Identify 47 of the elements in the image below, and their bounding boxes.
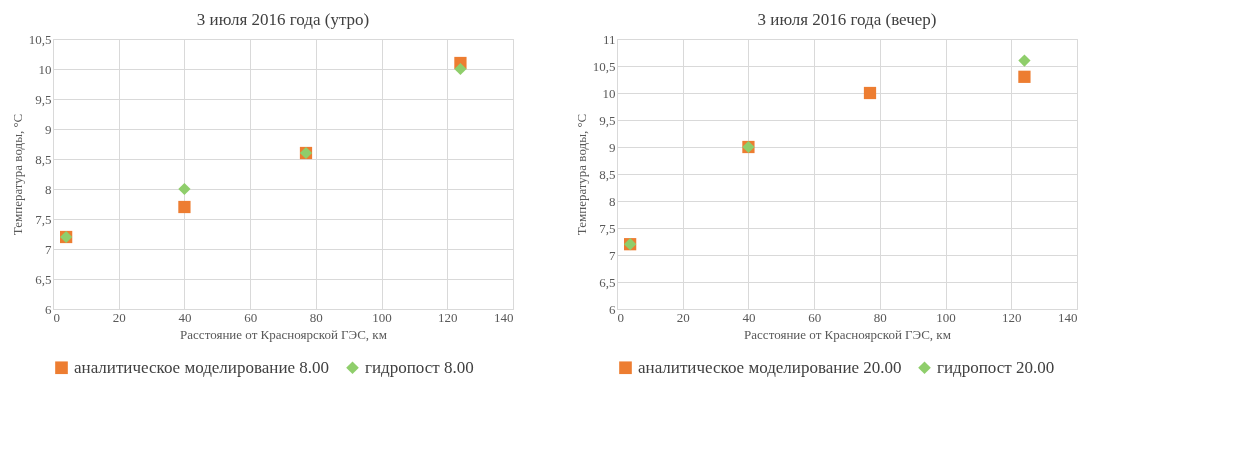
x-tick-label: 140 xyxy=(494,309,514,325)
y-tick-label: 10 xyxy=(602,85,616,101)
y-tick-label: 11 xyxy=(602,31,616,47)
legend-label: гидропост 20.00 xyxy=(937,357,1055,377)
y-axis-title: Температура воды, °С xyxy=(573,113,589,236)
x-tick-label: 40 xyxy=(742,309,756,325)
x-tick-label: 120 xyxy=(438,309,458,325)
y-tick-label: 10,5 xyxy=(28,31,52,47)
y-tick-label: 6,5 xyxy=(599,274,616,290)
y-tick-label: 8 xyxy=(45,181,52,197)
chart-title: 3 июля 2016 года (вечер) xyxy=(757,10,937,29)
y-tick-label: 10,5 xyxy=(592,58,616,74)
chart-title: 3 июля 2016 года (утро) xyxy=(196,10,370,29)
y-tick-label: 7,5 xyxy=(35,211,52,227)
y-tick-label: 9,5 xyxy=(35,91,52,107)
x-tick-label: 100 xyxy=(936,309,956,325)
y-tick-label: 7 xyxy=(609,247,616,263)
y-tick-label: 6,5 xyxy=(35,271,52,287)
y-tick-label: 8,5 xyxy=(35,151,52,167)
legend-label: аналитическое моделирование 20.00 xyxy=(638,357,902,377)
x-tick-label: 80 xyxy=(309,309,323,325)
x-tick-label: 140 xyxy=(1058,309,1078,325)
x-axis-title: Расстояние от Красноярской ГЭС, км xyxy=(744,326,951,342)
x-tick-label: 20 xyxy=(112,309,126,325)
y-tick-label: 8 xyxy=(609,193,616,209)
x-tick-label: 40 xyxy=(178,309,192,325)
x-tick-label: 20 xyxy=(676,309,690,325)
y-tick-label: 6 xyxy=(45,301,52,317)
y-tick-label: 8,5 xyxy=(599,166,616,182)
y-axis-title: Температура воды, °С xyxy=(9,113,25,236)
y-tick-label: 10 xyxy=(38,61,52,77)
x-axis-title: Расстояние от Красноярской ГЭС, км xyxy=(180,326,387,342)
x-tick-label: 60 xyxy=(244,309,258,325)
y-tick-label: 7,5 xyxy=(599,220,616,236)
x-tick-label: 0 xyxy=(53,309,60,325)
y-tick-label: 7 xyxy=(45,241,52,257)
x-tick-label: 100 xyxy=(372,309,392,325)
x-tick-label: 80 xyxy=(873,309,887,325)
x-tick-label: 0 xyxy=(617,309,624,325)
y-tick-label: 6 xyxy=(609,301,616,317)
x-tick-label: 120 xyxy=(1002,309,1022,325)
legend-label: аналитическое моделирование 8.00 xyxy=(74,357,330,377)
y-tick-label: 9 xyxy=(609,139,616,155)
y-tick-label: 9 xyxy=(45,121,52,137)
y-tick-label: 9,5 xyxy=(599,112,616,128)
x-tick-label: 60 xyxy=(808,309,822,325)
legend-label: гидропост 8.00 xyxy=(365,357,474,377)
